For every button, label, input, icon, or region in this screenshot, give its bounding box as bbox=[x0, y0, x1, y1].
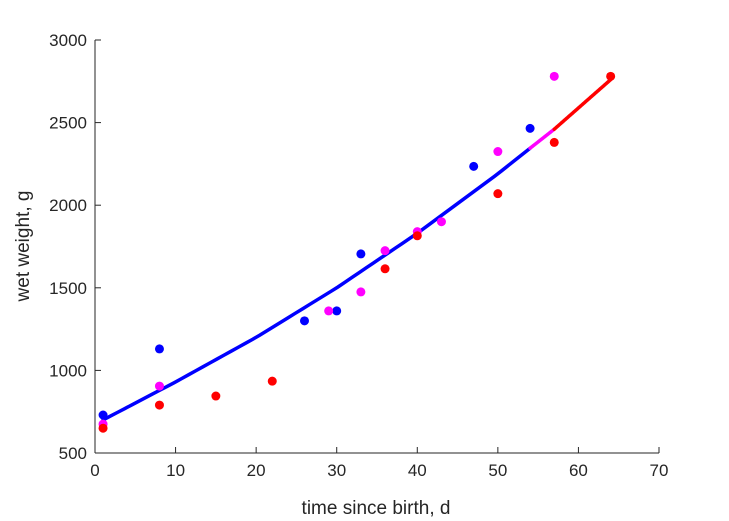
y-axis-label: wet weight, g bbox=[13, 191, 34, 303]
x-tick-label: 60 bbox=[569, 461, 588, 480]
data-point-s2-5 bbox=[412, 231, 422, 241]
x-tick-label: 40 bbox=[408, 461, 427, 480]
fit-curve-segment-0 bbox=[101, 146, 532, 422]
data-point-s1-7 bbox=[493, 147, 503, 157]
y-tick-label: 2500 bbox=[49, 114, 87, 133]
data-points bbox=[98, 71, 616, 433]
x-axis-label: time since birth, d bbox=[302, 498, 451, 519]
x-tick-label: 70 bbox=[650, 461, 669, 480]
data-point-s2-4 bbox=[380, 264, 390, 274]
data-point-s0-5 bbox=[469, 161, 479, 171]
x-tick-label: 10 bbox=[166, 461, 185, 480]
data-point-s1-1 bbox=[154, 381, 164, 391]
x-tick-label: 0 bbox=[90, 461, 99, 480]
y-tick-label: 500 bbox=[59, 444, 87, 463]
data-point-s2-0 bbox=[98, 423, 108, 433]
data-point-s2-1 bbox=[154, 400, 164, 410]
y-tick-label: 1000 bbox=[49, 361, 87, 380]
x-tick-label: 20 bbox=[247, 461, 266, 480]
data-point-s0-2 bbox=[299, 316, 309, 326]
data-point-s2-3 bbox=[267, 376, 277, 386]
data-point-s0-0 bbox=[98, 410, 108, 420]
y-tick-label: 2000 bbox=[49, 196, 87, 215]
x-tick-label: 30 bbox=[327, 461, 346, 480]
data-point-s1-8 bbox=[549, 71, 559, 81]
data-point-s1-6 bbox=[436, 217, 446, 227]
data-point-s1-2 bbox=[324, 306, 334, 316]
data-point-s2-7 bbox=[549, 137, 559, 147]
data-point-s0-6 bbox=[525, 123, 535, 133]
data-point-s0-4 bbox=[356, 249, 366, 259]
y-tick-label: 1500 bbox=[49, 279, 87, 298]
y-tick-label: 3000 bbox=[49, 31, 87, 50]
data-point-s2-2 bbox=[211, 391, 221, 401]
data-point-s0-1 bbox=[154, 344, 164, 354]
data-point-s1-3 bbox=[356, 287, 366, 297]
fit-curves bbox=[101, 77, 613, 422]
x-tick-label: 50 bbox=[488, 461, 507, 480]
data-point-s0-3 bbox=[332, 306, 342, 316]
axes: 0 10 20 30 40 50 60 70 500 1000 1500 2000 2500 3000 bbox=[49, 31, 668, 480]
fit-curve-segment-2 bbox=[552, 77, 613, 131]
data-point-s2-8 bbox=[606, 71, 616, 81]
data-point-s2-6 bbox=[493, 189, 503, 199]
fit-curve-segment-1 bbox=[528, 127, 557, 150]
data-point-s1-4 bbox=[380, 246, 390, 256]
